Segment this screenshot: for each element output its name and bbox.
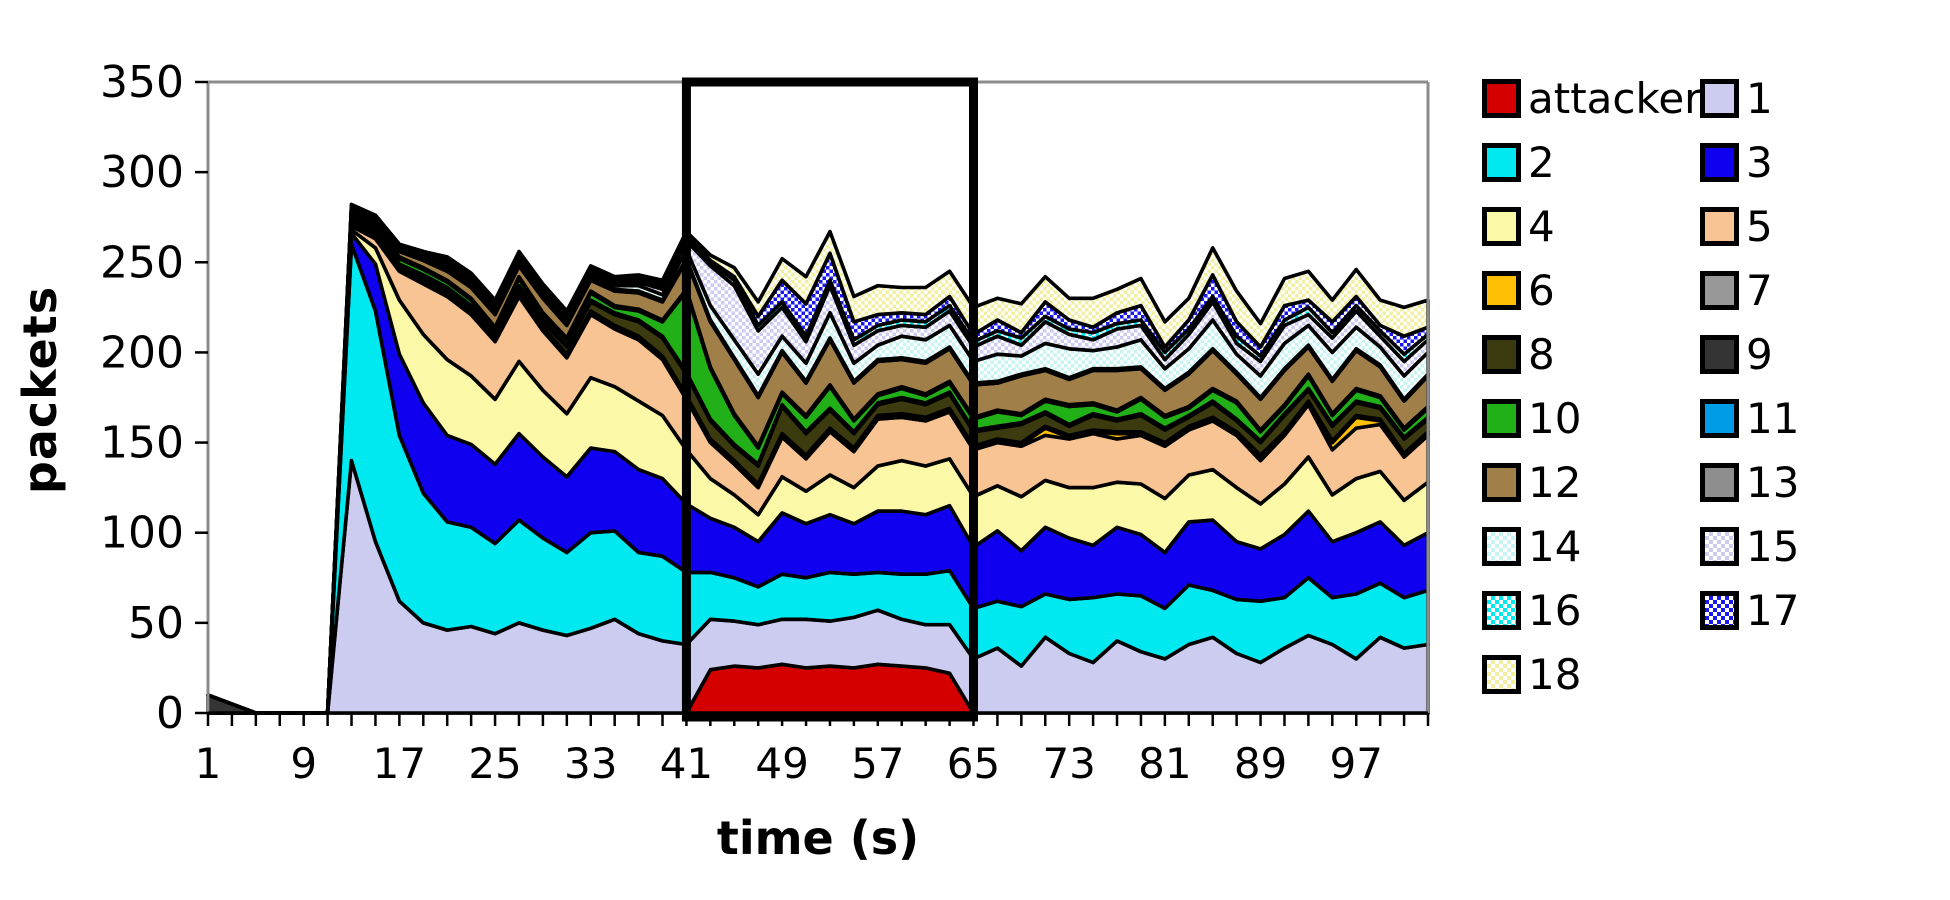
y-tick-label: 250	[100, 237, 184, 288]
legend-swatch-1	[1700, 78, 1739, 118]
legend-label: 7	[1746, 265, 1773, 315]
legend-swatch-11	[1700, 398, 1739, 438]
legend-item-14: 14	[1482, 520, 1581, 572]
legend-label: 8	[1528, 329, 1555, 379]
y-axis-title: packets	[13, 285, 67, 495]
legend-swatch-18	[1482, 654, 1521, 694]
legend-item-4: 4	[1482, 200, 1555, 252]
x-tick-label: 49	[755, 739, 808, 788]
legend-label: 18	[1528, 649, 1582, 699]
legend-item-17: 17	[1700, 584, 1799, 636]
legend-swatch-2	[1482, 142, 1521, 182]
legend-swatch-6	[1482, 270, 1521, 310]
legend-label: 6	[1528, 265, 1555, 315]
legend-label: 9	[1746, 329, 1773, 379]
legend-label: 12	[1528, 457, 1582, 507]
legend-label: 4	[1528, 201, 1555, 251]
legend-item-9: 9	[1700, 328, 1773, 380]
y-tick-label: 50	[128, 598, 184, 649]
legend-item-13: 13	[1700, 456, 1799, 508]
legend-swatch-12	[1482, 462, 1521, 502]
x-tick-label: 97	[1330, 739, 1383, 788]
legend-swatch-attacker	[1482, 78, 1521, 118]
x-tick-label: 41	[660, 739, 713, 788]
legend-item-1: 1	[1700, 72, 1773, 124]
legend-item-6: 6	[1482, 264, 1555, 316]
legend-swatch-5	[1700, 206, 1739, 246]
x-tick-label: 9	[290, 739, 317, 788]
legend-item-18: 18	[1482, 648, 1581, 700]
x-tick-label: 1	[195, 739, 222, 788]
x-tick-label: 25	[468, 739, 521, 788]
legend-item-10: 10	[1482, 392, 1581, 444]
legend-swatch-15	[1700, 526, 1739, 566]
legend-label: attacker	[1528, 73, 1702, 123]
legend-item-2: 2	[1482, 136, 1555, 188]
y-tick-label: 300	[100, 147, 184, 198]
legend-label: 11	[1746, 393, 1800, 443]
legend-swatch-4	[1482, 206, 1521, 246]
legend-swatch-3	[1700, 142, 1739, 182]
legend-swatch-13	[1700, 462, 1739, 502]
x-tick-label: 33	[564, 739, 617, 788]
legend-label: 15	[1746, 521, 1800, 571]
y-tick-label: 350	[100, 57, 184, 108]
legend-item-16: 16	[1482, 584, 1581, 636]
legend-swatch-10	[1482, 398, 1521, 438]
legend-label: 5	[1746, 201, 1773, 251]
legend-label: 16	[1528, 585, 1582, 635]
legend-label: 17	[1746, 585, 1800, 635]
x-tick-label: 73	[1042, 739, 1095, 788]
legend-label: 10	[1528, 393, 1582, 443]
legend-swatch-7	[1700, 270, 1739, 310]
y-tick-label: 150	[100, 418, 184, 469]
legend-label: 2	[1528, 137, 1555, 187]
legend-swatch-16	[1482, 590, 1521, 630]
y-tick-label: 0	[156, 688, 184, 739]
legend-swatch-8	[1482, 334, 1521, 374]
attack-window-highlight-box	[681, 77, 978, 722]
x-tick-label: 81	[1138, 739, 1191, 788]
x-tick-label: 65	[947, 739, 1000, 788]
legend-item-5: 5	[1700, 200, 1773, 252]
legend-label: 3	[1746, 137, 1773, 187]
x-tick-label: 57	[851, 739, 904, 788]
y-tick-label: 100	[100, 508, 184, 559]
legend-item-attacker: attacker	[1482, 72, 1701, 124]
y-tick-label: 200	[100, 327, 184, 378]
legend-swatch-17	[1700, 590, 1739, 630]
legend-item-3: 3	[1700, 136, 1773, 188]
legend-item-12: 12	[1482, 456, 1581, 508]
legend-label: 14	[1528, 521, 1582, 571]
legend-item-15: 15	[1700, 520, 1799, 572]
legend-swatch-14	[1482, 526, 1521, 566]
legend-label: 13	[1746, 457, 1800, 507]
legend-swatch-9	[1700, 334, 1739, 374]
legend-item-8: 8	[1482, 328, 1555, 380]
x-axis-title: time (s)	[716, 811, 920, 865]
x-tick-label: 89	[1234, 739, 1287, 788]
legend-label: 1	[1746, 73, 1773, 123]
x-tick-label: 17	[373, 739, 426, 788]
legend-item-11: 11	[1700, 392, 1799, 444]
legend-item-7: 7	[1700, 264, 1773, 316]
